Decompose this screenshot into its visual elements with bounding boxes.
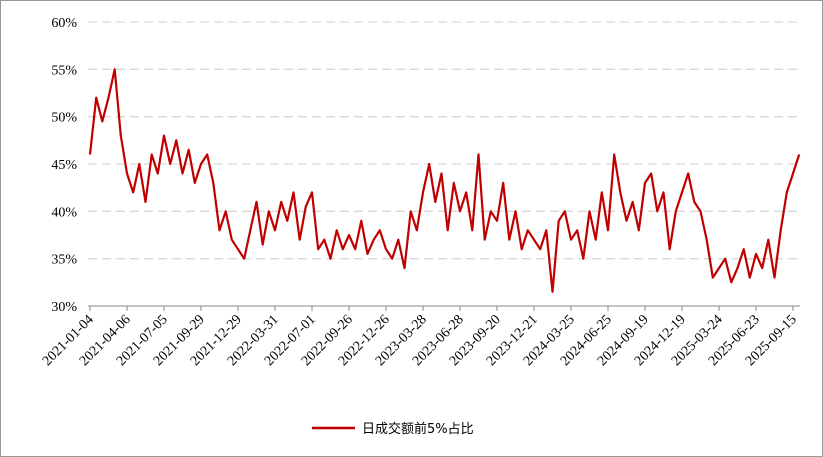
legend-item: 日成交额前5%占比 <box>312 421 474 437</box>
y-tick-label: 55% <box>51 63 77 78</box>
data-line <box>88 68 801 293</box>
y-tick-label: 45% <box>51 158 77 173</box>
y-tick-label: 40% <box>51 205 77 220</box>
y-tick-label: 50% <box>51 111 77 126</box>
y-tick-label: 35% <box>51 253 77 268</box>
y-tick-label: 30% <box>51 300 77 315</box>
y-tick-label: 60% <box>51 16 77 31</box>
legend-label: 日成交额前5%占比 <box>362 421 474 437</box>
